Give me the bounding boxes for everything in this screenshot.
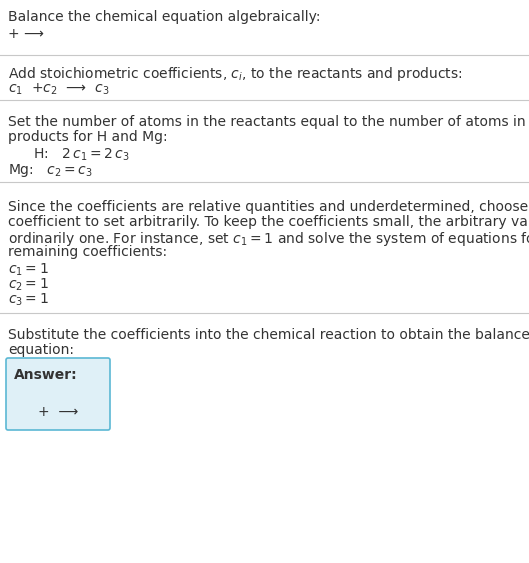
FancyBboxPatch shape	[6, 358, 110, 430]
Text: ordinarily one. For instance, set $c_1 = 1$ and solve the system of equations fo: ordinarily one. For instance, set $c_1 =…	[8, 230, 529, 248]
Text: +  ⟶: + ⟶	[38, 405, 78, 419]
Text: $c_3 = 1$: $c_3 = 1$	[8, 292, 49, 309]
Text: $c_1$  +$c_2$  ⟶  $c_3$: $c_1$ +$c_2$ ⟶ $c_3$	[8, 82, 110, 97]
Text: Balance the chemical equation algebraically:: Balance the chemical equation algebraica…	[8, 10, 321, 24]
Text: products for H and Mg:: products for H and Mg:	[8, 130, 168, 144]
Text: + ⟶: + ⟶	[8, 27, 44, 41]
Text: equation:: equation:	[8, 343, 74, 357]
Text: $c_2 = 1$: $c_2 = 1$	[8, 277, 49, 293]
Text: Set the number of atoms in the reactants equal to the number of atoms in the: Set the number of atoms in the reactants…	[8, 115, 529, 129]
Text: Substitute the coefficients into the chemical reaction to obtain the balanced: Substitute the coefficients into the che…	[8, 328, 529, 342]
Text: remaining coefficients:: remaining coefficients:	[8, 245, 167, 259]
Text: $c_1 = 1$: $c_1 = 1$	[8, 262, 49, 278]
Text: coefficient to set arbitrarily. To keep the coefficients small, the arbitrary va: coefficient to set arbitrarily. To keep …	[8, 215, 529, 229]
Text: Add stoichiometric coefficients, $c_i$, to the reactants and products:: Add stoichiometric coefficients, $c_i$, …	[8, 65, 463, 83]
Text: H:   $2\,c_1 = 2\,c_3$: H: $2\,c_1 = 2\,c_3$	[20, 147, 130, 163]
Text: Answer:: Answer:	[14, 368, 78, 382]
Text: Since the coefficients are relative quantities and underdetermined, choose a: Since the coefficients are relative quan…	[8, 200, 529, 214]
Text: Mg:   $c_2 = c_3$: Mg: $c_2 = c_3$	[8, 162, 93, 179]
